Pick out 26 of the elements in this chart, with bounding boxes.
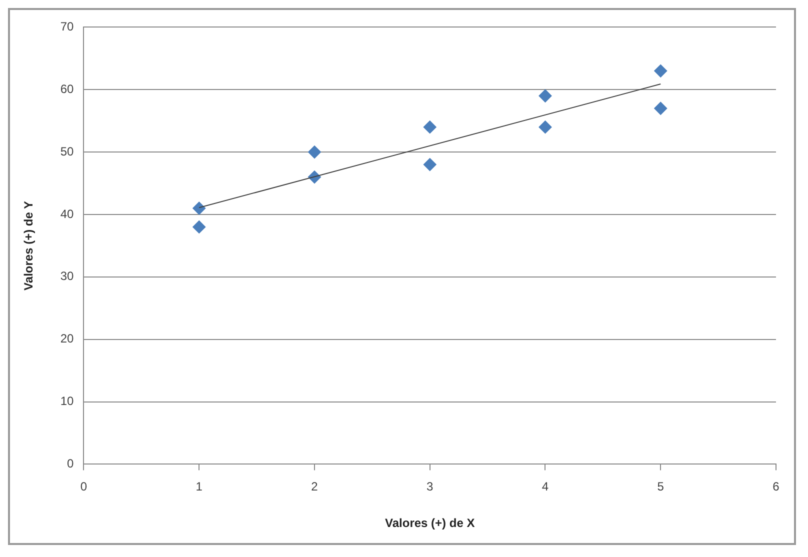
x-tick-label: 0	[80, 480, 88, 494]
y-tick-label: 10	[60, 394, 74, 408]
point	[538, 120, 552, 134]
x-tick-label: 5	[657, 480, 664, 494]
point	[192, 202, 206, 215]
x-tick-label: 4	[542, 480, 549, 494]
y-tick-label: 60	[60, 82, 74, 96]
point	[654, 102, 668, 115]
x-axis-title: Valores (+) de X	[385, 516, 475, 530]
y-tick-label: 30	[60, 269, 74, 284]
point	[192, 220, 206, 234]
x-tick-label: 6	[772, 480, 780, 494]
x-tick-label: 1	[196, 480, 203, 494]
point	[538, 89, 552, 102]
point	[308, 146, 321, 159]
point	[654, 64, 668, 78]
point	[423, 158, 436, 172]
y-tick-label: 40	[60, 206, 74, 221]
x-tick-label: 2	[311, 480, 318, 494]
y-tick-label: 0	[67, 456, 74, 471]
point	[423, 120, 436, 134]
y-axis-title: Valores (+) de Y	[22, 200, 36, 290]
y-tick-label: 70	[60, 20, 74, 34]
x-tick-label: 3	[426, 480, 434, 494]
y-tick-label: 50	[60, 144, 74, 158]
y-tick-label: 20	[60, 332, 74, 346]
